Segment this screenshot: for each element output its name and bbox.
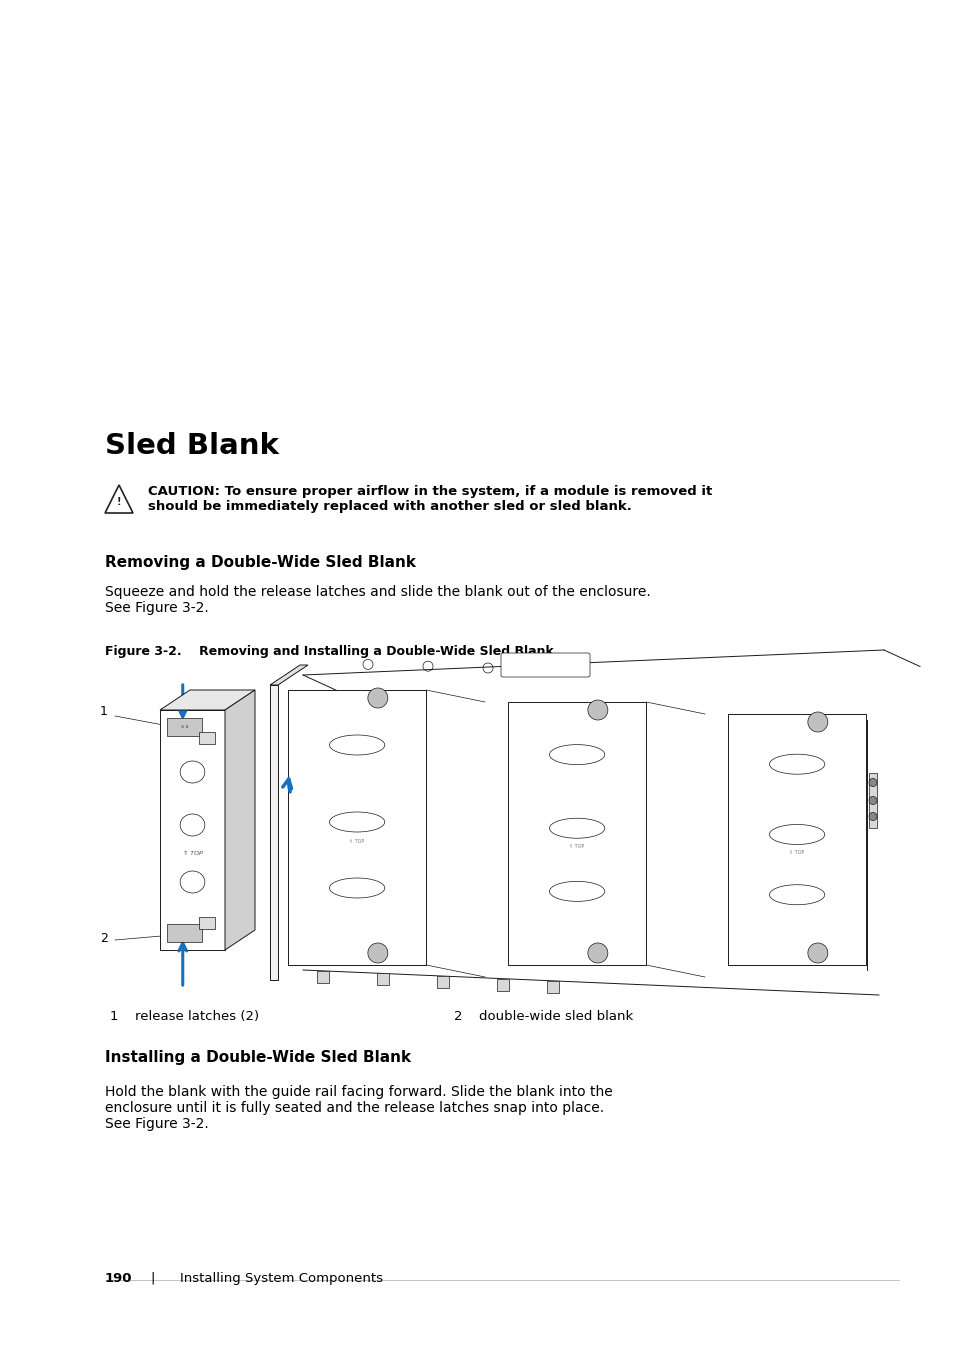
Text: release latches (2): release latches (2): [135, 1010, 259, 1023]
Text: 190: 190: [105, 1272, 132, 1285]
Circle shape: [587, 944, 607, 963]
Ellipse shape: [329, 811, 384, 832]
Circle shape: [868, 813, 876, 821]
Bar: [868, 772, 876, 828]
Text: |: |: [150, 1272, 154, 1285]
Polygon shape: [270, 666, 308, 684]
Text: Installing a Double-Wide Sled Blank: Installing a Double-Wide Sled Blank: [105, 1050, 411, 1065]
Ellipse shape: [180, 761, 205, 783]
Bar: [376, 973, 389, 985]
Text: Hold the blank with the guide rail facing forward. Slide the blank into the
encl: Hold the blank with the guide rail facin…: [105, 1085, 612, 1131]
FancyBboxPatch shape: [199, 732, 215, 744]
FancyBboxPatch shape: [199, 917, 215, 929]
Bar: [436, 976, 449, 988]
Ellipse shape: [180, 871, 205, 892]
Bar: [497, 979, 509, 991]
Text: ⇑ TOP: ⇑ TOP: [789, 849, 804, 855]
Circle shape: [807, 711, 827, 732]
Text: 1: 1: [110, 1010, 118, 1023]
Text: 1: 1: [100, 706, 108, 718]
Text: a a: a a: [180, 725, 188, 729]
Text: 2: 2: [454, 1010, 462, 1023]
Circle shape: [368, 688, 388, 707]
Circle shape: [868, 779, 876, 787]
Ellipse shape: [769, 884, 824, 904]
Bar: [316, 971, 329, 983]
Ellipse shape: [180, 814, 205, 836]
Polygon shape: [225, 690, 254, 950]
Bar: [507, 702, 645, 965]
Text: Squeeze and hold the release latches and slide the blank out of the enclosure.
S: Squeeze and hold the release latches and…: [105, 585, 650, 616]
Ellipse shape: [549, 745, 604, 764]
Circle shape: [807, 944, 827, 963]
Ellipse shape: [329, 878, 384, 898]
Bar: [167, 923, 202, 942]
Circle shape: [587, 701, 607, 720]
Ellipse shape: [329, 734, 384, 755]
Text: Figure 3-2.    Removing and Installing a Double-Wide Sled Blank: Figure 3-2. Removing and Installing a Do…: [105, 645, 553, 657]
FancyBboxPatch shape: [500, 653, 589, 676]
Bar: [288, 690, 426, 965]
Text: !: !: [116, 497, 121, 506]
Circle shape: [368, 944, 388, 963]
Bar: [546, 981, 558, 992]
Bar: [727, 714, 865, 965]
Circle shape: [868, 796, 876, 805]
Text: CAUTION: To ensure proper airflow in the system, if a module is removed it
shoul: CAUTION: To ensure proper airflow in the…: [148, 485, 712, 513]
Text: Removing a Double-Wide Sled Blank: Removing a Double-Wide Sled Blank: [105, 555, 416, 570]
Ellipse shape: [549, 882, 604, 902]
Ellipse shape: [549, 818, 604, 838]
Text: Installing System Components: Installing System Components: [180, 1272, 382, 1285]
Ellipse shape: [769, 755, 824, 774]
Text: 2: 2: [100, 931, 108, 945]
Text: ⇑ TOP: ⇑ TOP: [349, 838, 364, 844]
Text: ⇑ TOP: ⇑ TOP: [182, 852, 202, 856]
Text: Sled Blank: Sled Blank: [105, 432, 278, 460]
Text: double-wide sled blank: double-wide sled blank: [478, 1010, 633, 1023]
Bar: [160, 710, 225, 950]
Text: ⇑ TOP: ⇑ TOP: [569, 844, 584, 849]
Bar: [270, 684, 277, 980]
Ellipse shape: [769, 825, 824, 845]
Bar: [167, 718, 202, 736]
Polygon shape: [160, 690, 254, 710]
